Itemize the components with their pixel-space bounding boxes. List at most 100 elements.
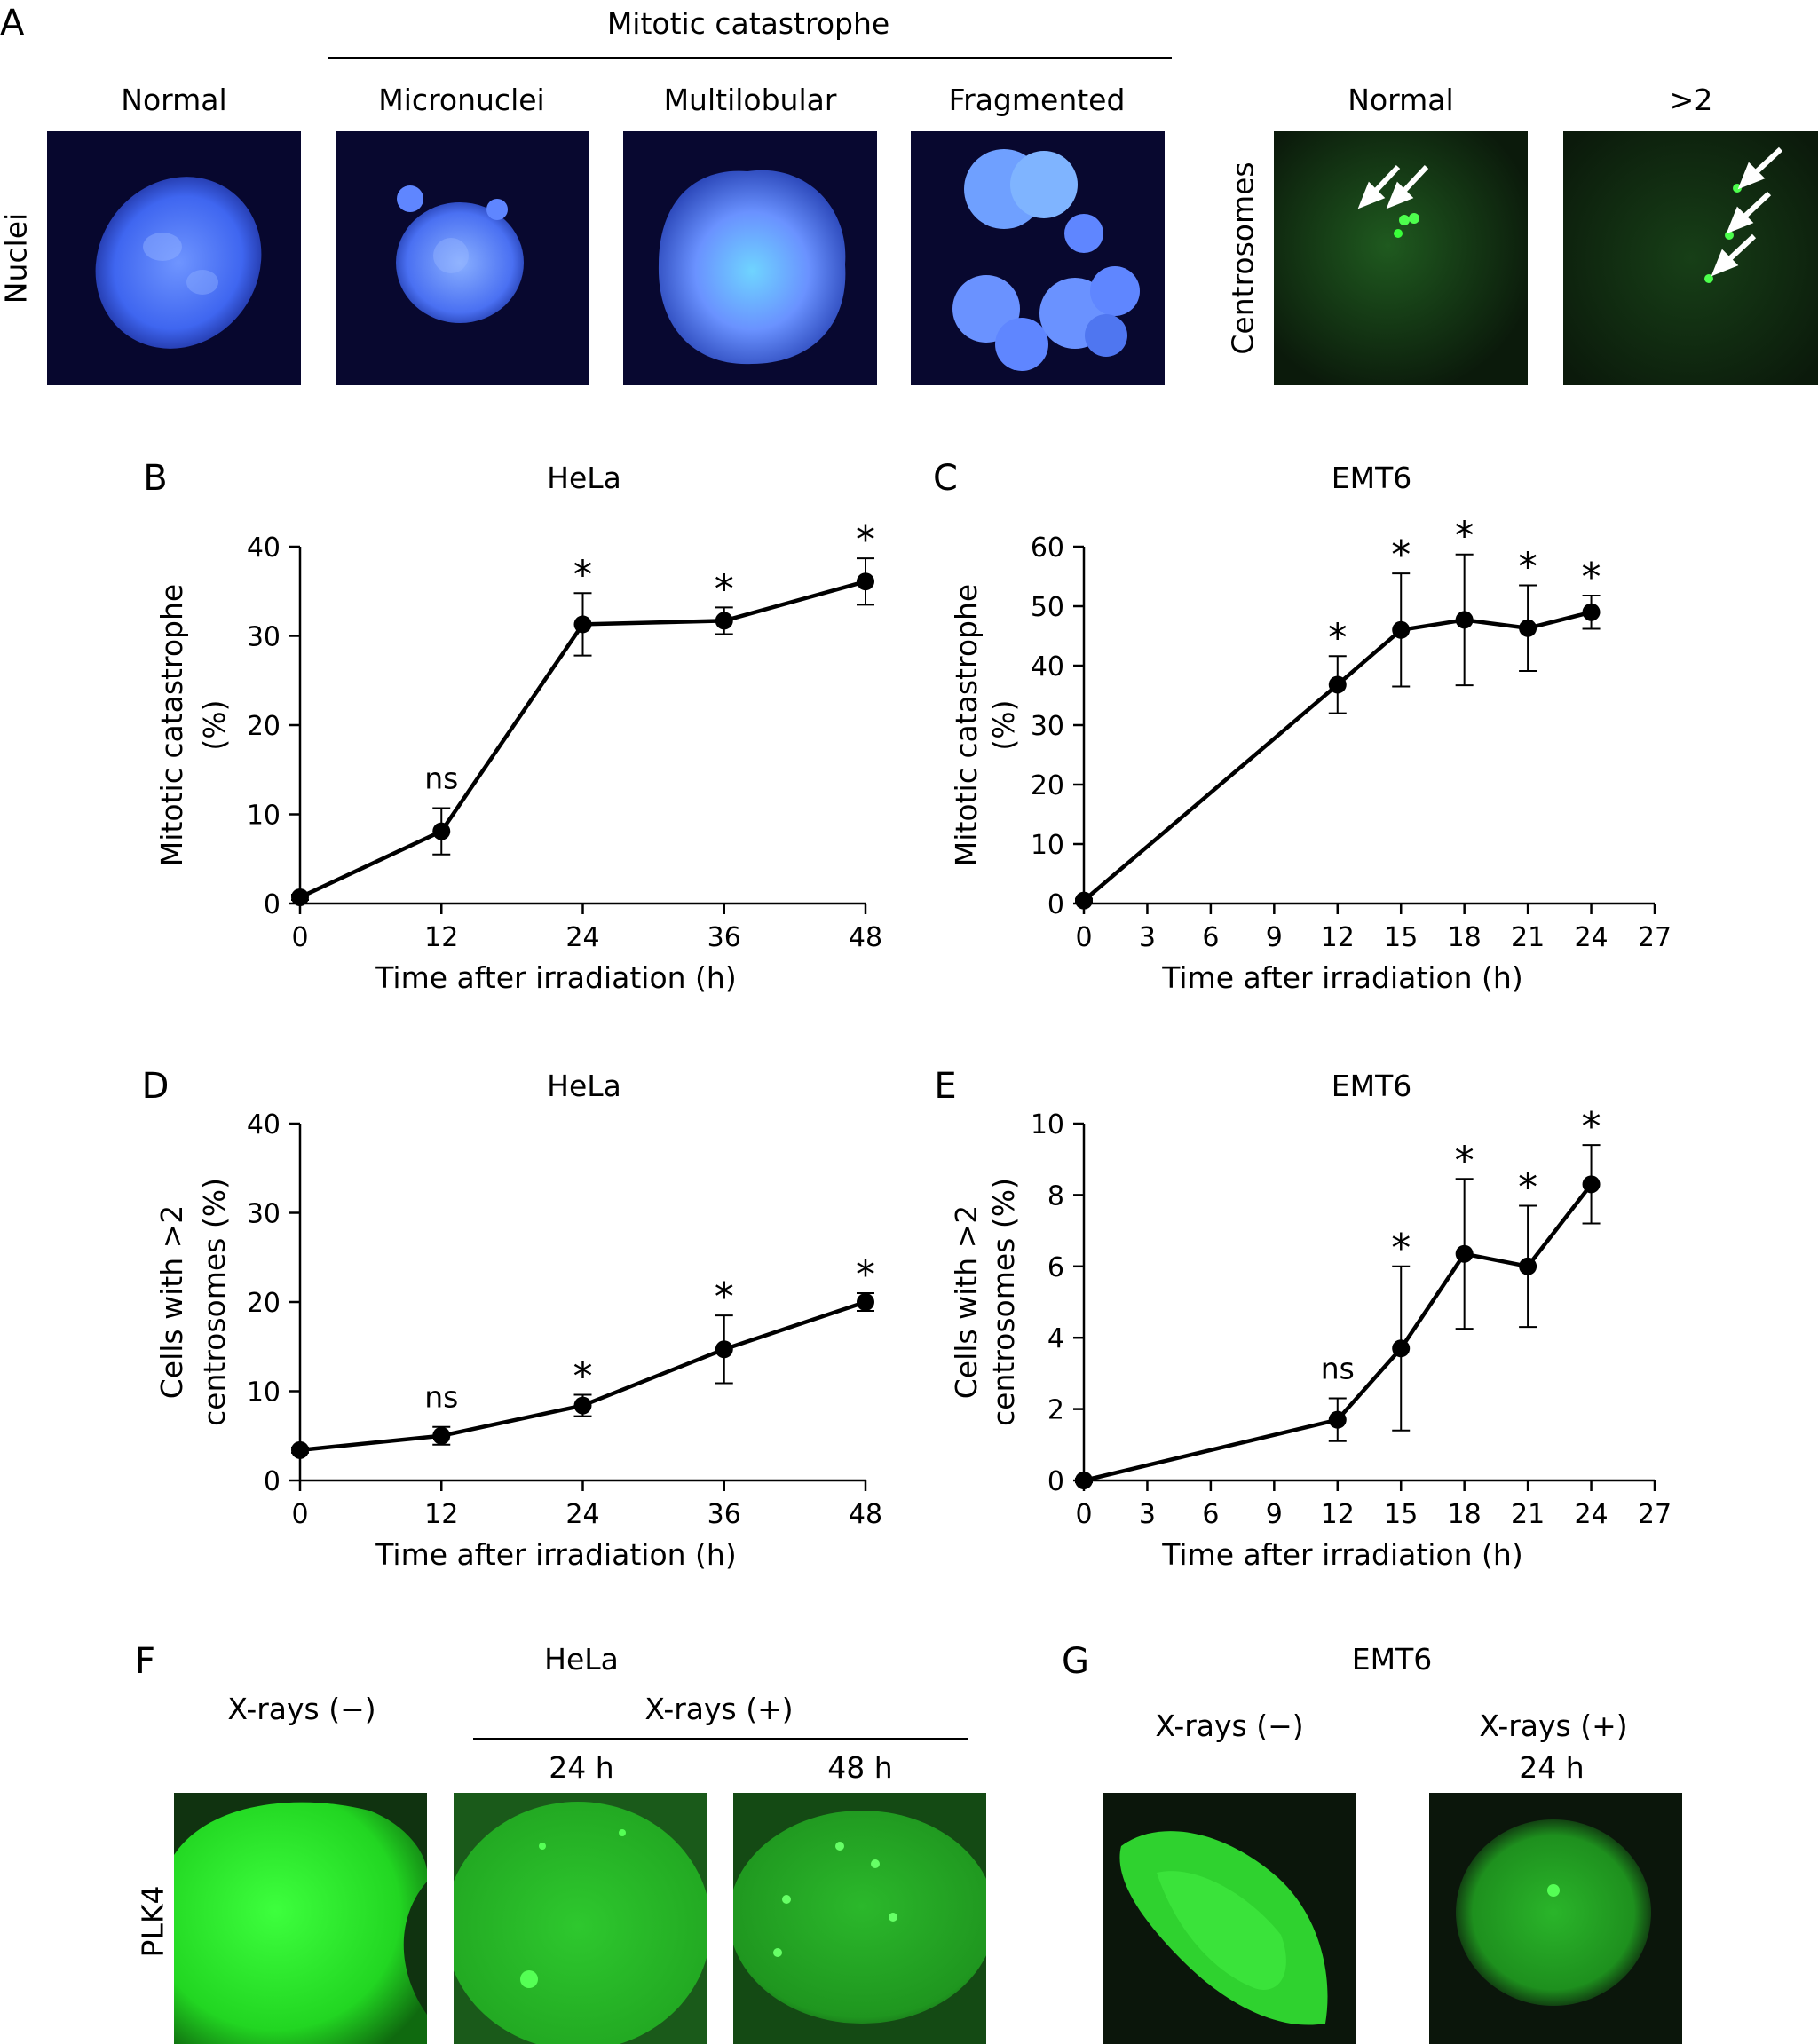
arrow-icon <box>1357 164 1429 209</box>
plk4-image-emt6-control <box>1103 1793 1356 2044</box>
y-tick-label: 4 <box>1047 1323 1064 1354</box>
x-tick-label: 24 <box>565 922 599 953</box>
significance-star: * <box>1582 1104 1601 1149</box>
group-title-rule <box>328 57 1172 59</box>
significance-star: * <box>1518 545 1537 590</box>
x-tick-label: 9 <box>1266 1499 1283 1530</box>
panel-letter-f: F <box>135 1641 156 1682</box>
y-tick-label: 60 <box>1031 533 1064 564</box>
significance-label-ns: ns <box>1321 1352 1355 1386</box>
image-caption-fragmented: Fragmented <box>948 83 1126 117</box>
panel-f-xrays-plus: X-rays (+) <box>644 1692 794 1726</box>
significance-star: * <box>573 1354 593 1400</box>
chart-e <box>1073 1122 1656 1491</box>
panel-f-xrays-plus-rule <box>473 1738 968 1740</box>
row-label-plk4: PLK4 <box>135 1885 170 1958</box>
significance-label-ns: ns <box>424 1380 458 1415</box>
x-tick-label: 3 <box>1139 922 1156 953</box>
chart-b <box>289 545 874 914</box>
y-tick-label: 30 <box>1031 711 1064 742</box>
significance-star: * <box>1328 615 1348 660</box>
x-tick-label: 24 <box>565 1499 599 1530</box>
y-tick-label: 0 <box>264 1466 281 1497</box>
x-tick-label: 0 <box>1075 922 1092 953</box>
significance-star: * <box>715 1275 734 1320</box>
chart-title: HeLa <box>547 1069 621 1103</box>
significance-star: * <box>1455 514 1474 559</box>
nucleus-image-multilobular <box>623 131 877 385</box>
y-tick-label: 10 <box>247 801 281 832</box>
plk4-image-hela-control <box>174 1793 427 2044</box>
chart-title: EMT6 <box>1332 1069 1411 1103</box>
y-axis-label: Mitotic catastrophe <box>949 584 984 866</box>
x-axis-label: Time after irradiation (h) <box>1161 1537 1522 1572</box>
data-point <box>1328 1410 1347 1429</box>
centrosome-image-normal <box>1274 131 1528 385</box>
y-tick-label: 10 <box>247 1377 281 1409</box>
data-point <box>1519 1257 1537 1275</box>
y-tick-label: 10 <box>1031 1109 1064 1140</box>
data-point <box>1392 620 1411 639</box>
centrosome-image-more-than-2 <box>1563 131 1818 385</box>
panel-g-xrays-minus: X-rays (−) <box>1155 1709 1304 1743</box>
chart-title: EMT6 <box>1332 461 1411 495</box>
x-tick-label: 6 <box>1202 1499 1219 1530</box>
image-caption-normal: Normal <box>121 83 227 117</box>
significance-star: * <box>856 1252 875 1298</box>
x-tick-label: 36 <box>707 922 741 953</box>
data-point <box>1075 891 1093 910</box>
x-tick-label: 12 <box>1321 922 1355 953</box>
x-tick-label: 27 <box>1638 1499 1672 1530</box>
data-point <box>432 1426 451 1445</box>
chart-d <box>289 1122 874 1491</box>
significance-label-ns: ns <box>424 761 458 795</box>
panel-letter-c: C <box>933 458 958 499</box>
x-tick-label: 48 <box>849 922 882 953</box>
nucleus-image-micronuclei <box>336 131 589 385</box>
x-axis-label: Time after irradiation (h) <box>1161 960 1522 995</box>
data-point <box>1392 1339 1411 1358</box>
y-axis-label: Cells with >2 <box>154 1205 189 1400</box>
x-tick-label: 9 <box>1266 922 1283 953</box>
y-tick-label: 40 <box>247 533 281 564</box>
data-point <box>857 1293 874 1311</box>
x-tick-label: 18 <box>1448 922 1482 953</box>
panel-letter-g: G <box>1062 1641 1089 1682</box>
x-tick-label: 0 <box>291 922 308 953</box>
x-tick-label: 15 <box>1384 922 1418 953</box>
data-point <box>573 615 592 634</box>
y-tick-label: 0 <box>264 889 281 920</box>
y-axis-label: centrosomes (%) <box>986 1178 1021 1426</box>
mitotic-catastrophe-group-title: Mitotic catastrophe <box>606 6 890 41</box>
panel-f-time-48: 48 h <box>827 1750 893 1785</box>
data-point <box>1455 611 1474 629</box>
x-axis-label: Time after irradiation (h) <box>375 1537 736 1572</box>
chart-title: HeLa <box>547 461 621 495</box>
x-tick-label: 24 <box>1574 922 1608 953</box>
x-tick-label: 48 <box>849 1499 882 1530</box>
x-tick-label: 21 <box>1511 1499 1545 1530</box>
y-tick-label: 30 <box>247 622 281 653</box>
series-line <box>1083 1182 1593 1483</box>
significance-star: * <box>573 552 593 597</box>
plk4-image-hela-48h <box>733 1793 986 2044</box>
y-tick-label: 40 <box>247 1109 281 1140</box>
y-axis-label: (%) <box>986 699 1021 750</box>
significance-star: * <box>1455 1138 1474 1183</box>
x-tick-label: 0 <box>291 1499 308 1530</box>
image-caption-micronuclei: Micronuclei <box>378 83 545 117</box>
x-tick-label: 0 <box>1075 1499 1092 1530</box>
data-point <box>1582 603 1601 621</box>
panel-f-xrays-minus: X-rays (−) <box>227 1692 376 1726</box>
x-tick-label: 18 <box>1448 1499 1482 1530</box>
x-tick-label: 12 <box>424 922 458 953</box>
data-point <box>715 612 733 630</box>
data-point <box>1075 1472 1093 1489</box>
chart-c <box>1073 545 1656 914</box>
x-tick-label: 12 <box>1321 1499 1355 1530</box>
x-tick-label: 27 <box>1638 922 1672 953</box>
data-point <box>291 1440 309 1459</box>
nucleus-image-fragmented <box>911 131 1165 385</box>
arrow-icon <box>1711 146 1783 277</box>
